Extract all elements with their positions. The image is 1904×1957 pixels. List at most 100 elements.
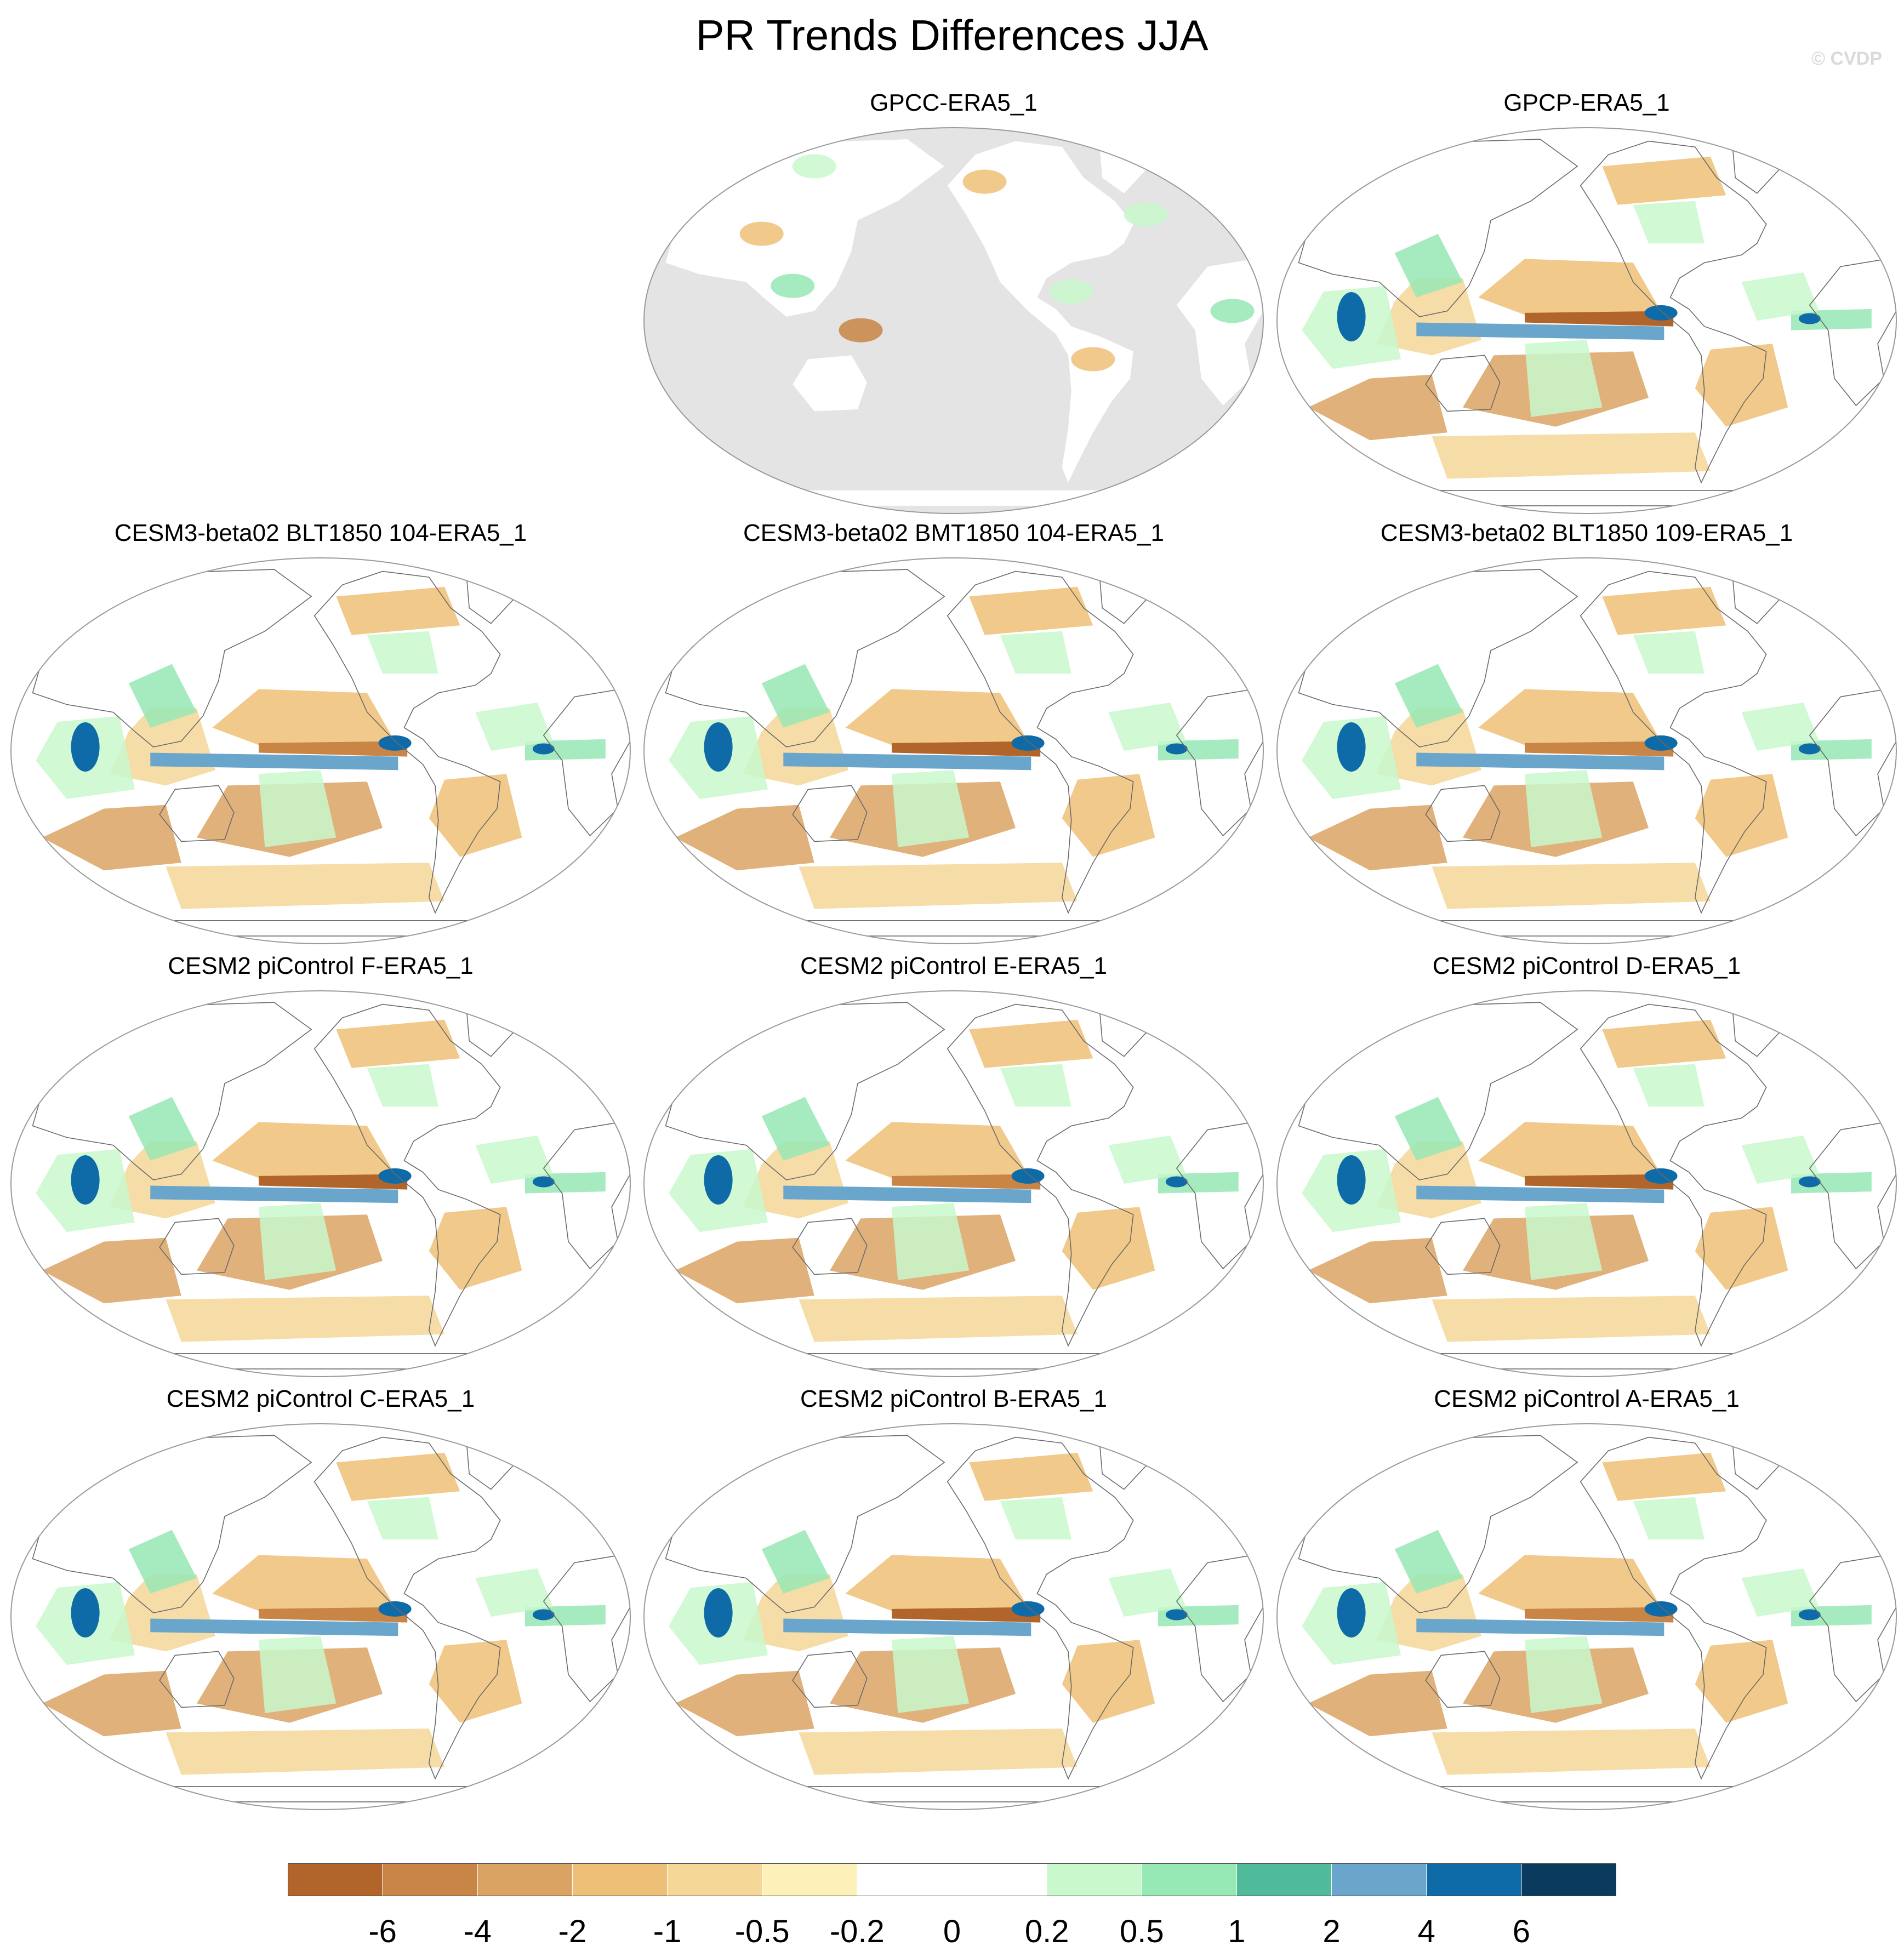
atlantic-max (1798, 1609, 1821, 1621)
east-pacific-max (1011, 1168, 1045, 1184)
trend-blob (1049, 279, 1093, 304)
trend-region (475, 703, 553, 751)
itcz-north-band (1525, 1174, 1674, 1190)
panel-title: CESM3-beta02 BLT1850 104-ERA5_1 (114, 520, 527, 546)
trend-region (1602, 156, 1726, 205)
trend-region (761, 1097, 830, 1161)
panel-title: CESM2 piControl A-ERA5_1 (1434, 1385, 1740, 1412)
coastline (665, 569, 945, 748)
colorbar-tick-label: -4 (463, 1914, 492, 1949)
map-field (11, 1424, 630, 1810)
trend-region (1741, 1136, 1819, 1184)
trend-region (1741, 703, 1819, 751)
itcz-south-band (1416, 1185, 1664, 1203)
trend-region (259, 1203, 337, 1280)
itcz-north-band (259, 741, 408, 757)
coastline (159, 785, 235, 842)
map-field (1277, 991, 1896, 1377)
trend-region (761, 1530, 830, 1594)
map-panel: CESM2 piControl A-ERA5_1 (1272, 1384, 1902, 1817)
itcz-south-band (150, 1618, 398, 1636)
land-region (793, 355, 867, 412)
colorbar-tick-label: 2 (1322, 1914, 1341, 1949)
trend-region (1432, 1728, 1711, 1775)
trend-region (212, 689, 398, 751)
itcz-north-band (259, 1607, 408, 1623)
indian-ocean-max (704, 1588, 733, 1638)
map-panel: CESM2 piControl F-ERA5_1 (5, 951, 636, 1384)
trend-region (42, 805, 181, 871)
trend-region (1394, 1097, 1463, 1161)
colorbar (288, 1863, 1616, 1896)
indian-ocean-max (704, 722, 733, 772)
coastline (1298, 1435, 1578, 1613)
trend-region (1108, 1568, 1186, 1617)
colorbar-tick-label: -0.5 (734, 1914, 790, 1949)
map-panel: CESM3-beta02 BMT1850 104-ERA5_1 (639, 518, 1269, 951)
trend-region (367, 1064, 438, 1107)
trend-region (166, 1728, 444, 1775)
map-border (1276, 127, 1897, 514)
colorbar-box (762, 1863, 858, 1896)
map-panel: CESM2 piControl C-ERA5_1 (5, 1384, 636, 1817)
indian-ocean-max (1337, 1155, 1366, 1205)
colorbar-box (477, 1863, 573, 1896)
trend-blob (839, 318, 883, 343)
trend-region (969, 586, 1093, 635)
itcz-south-band (150, 1185, 398, 1203)
trend-region (892, 1203, 970, 1280)
trend-region (367, 631, 438, 674)
trend-blob (1071, 347, 1115, 372)
trend-region (1741, 272, 1819, 321)
trend-region (166, 1296, 444, 1342)
coastline (792, 785, 868, 842)
panel-title: CESM2 piControl D-ERA5_1 (1432, 952, 1741, 979)
trend-region (761, 664, 830, 728)
indian-ocean-max (71, 1155, 100, 1205)
trend-region (128, 664, 197, 728)
trend-region (1478, 1555, 1664, 1617)
map-svg (1276, 990, 1897, 1377)
panel-title: CESM3-beta02 BLT1850 109-ERA5_1 (1380, 520, 1793, 546)
itcz-north-band (259, 1174, 408, 1190)
trend-region (128, 1097, 197, 1161)
land-region (774, 490, 1133, 506)
colorbar-box (1236, 1863, 1332, 1896)
panel-title: CESM2 piControl C-ERA5_1 (166, 1385, 475, 1412)
trend-region (1633, 201, 1705, 244)
itcz-south-band (1416, 752, 1664, 771)
trend-region (845, 1555, 1031, 1617)
colorbar-labels: -6 -4 -2 -1 -0.5 -0.2 0 0.2 0.5 1 2 4 6 (0, 1913, 1904, 1956)
colorbar-tick-label: 0.2 (1024, 1914, 1069, 1949)
atlantic-max (532, 1176, 555, 1188)
coastline (947, 570, 1134, 914)
map-panel: CESM2 piControl D-ERA5_1 (1272, 951, 1902, 1384)
trend-region (1308, 1670, 1447, 1737)
map-field (644, 128, 1263, 514)
trend-blob (1210, 299, 1255, 323)
trend-region (42, 1237, 181, 1304)
atlantic-max (1798, 743, 1821, 755)
itcz-north-band (1525, 1607, 1674, 1623)
panel-title: CESM3-beta02 BMT1850 104-ERA5_1 (743, 520, 1164, 546)
trend-region (1432, 863, 1711, 909)
map-field (644, 558, 1263, 944)
trend-region (1108, 703, 1186, 751)
coastline (1425, 1218, 1501, 1275)
indian-ocean-max (71, 1588, 100, 1638)
trend-region (212, 1122, 398, 1184)
trend-region (799, 1296, 1078, 1342)
map-field (11, 558, 630, 944)
trend-region (1308, 805, 1447, 871)
map-border (10, 557, 631, 944)
trend-region (1478, 259, 1664, 321)
coastline (1298, 1002, 1578, 1180)
map-border (643, 557, 1264, 944)
coastline (1425, 785, 1501, 842)
coastline (32, 1435, 312, 1613)
map-svg (1276, 127, 1897, 514)
map-field (1277, 1424, 1896, 1810)
trend-region (892, 770, 970, 847)
map-svg (10, 1423, 631, 1810)
colorbar-tick-label: -2 (558, 1914, 587, 1949)
